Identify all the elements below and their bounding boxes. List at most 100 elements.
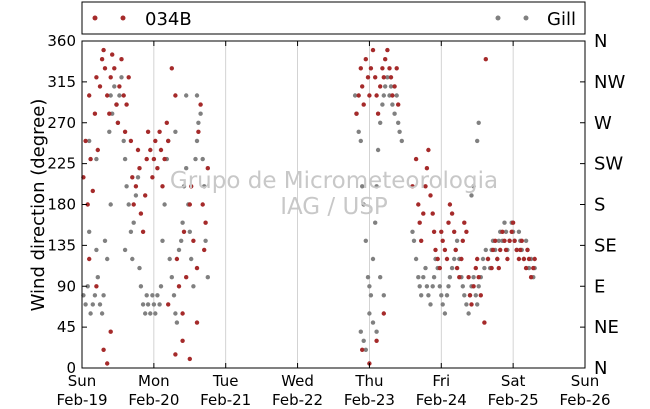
point-034b-105 bbox=[416, 202, 421, 207]
legend-marker-gill bbox=[495, 15, 501, 21]
point-034b-166 bbox=[528, 275, 534, 280]
point-034b-103 bbox=[410, 184, 415, 189]
point-034b-52 bbox=[180, 311, 185, 316]
point-gill-15 bbox=[108, 93, 113, 98]
point-gill-100 bbox=[394, 93, 399, 98]
point-gill-22 bbox=[121, 138, 126, 144]
point-gill-164 bbox=[503, 229, 509, 234]
y-tick-label-0: 0 bbox=[66, 359, 76, 377]
point-gill-101 bbox=[396, 120, 401, 126]
point-gill-77 bbox=[352, 93, 358, 98]
point-034b-3 bbox=[87, 93, 92, 98]
point-034b-96 bbox=[392, 84, 397, 89]
point-034b-124 bbox=[449, 211, 455, 216]
point-034b-13 bbox=[105, 93, 110, 98]
point-gill-2 bbox=[85, 284, 90, 289]
point-034b-159 bbox=[516, 256, 522, 262]
point-034b-151 bbox=[502, 238, 507, 243]
point-034b-140 bbox=[478, 293, 483, 298]
point-gill-10 bbox=[99, 311, 105, 316]
legend-label-gill: Gill bbox=[547, 9, 576, 30]
point-034b-1 bbox=[83, 138, 88, 144]
point-gill-84 bbox=[365, 275, 371, 280]
point-034b-87 bbox=[375, 111, 381, 116]
point-gill-79 bbox=[356, 129, 361, 134]
point-gill-95 bbox=[385, 75, 390, 80]
point-gill-119 bbox=[423, 265, 428, 271]
watermark-line-2: IAG / USP bbox=[280, 194, 388, 220]
x-tick-day-6: Sat bbox=[501, 372, 526, 390]
point-gill-42 bbox=[157, 302, 162, 307]
point-gill-129 bbox=[440, 302, 445, 307]
legend-frame bbox=[81, 1, 586, 35]
point-gill-12 bbox=[102, 238, 108, 243]
point-034b-10 bbox=[99, 57, 105, 62]
point-gill-52 bbox=[174, 320, 180, 325]
point-034b-37 bbox=[148, 147, 153, 153]
point-gill-4 bbox=[88, 311, 93, 316]
y-axis-title: Wind direction (degree) bbox=[28, 99, 49, 312]
point-gill-127 bbox=[437, 284, 442, 289]
point-gill-66 bbox=[200, 156, 205, 162]
point-034b-78 bbox=[360, 84, 365, 89]
point-gill-37 bbox=[148, 311, 153, 316]
point-gill-184 bbox=[476, 120, 481, 126]
point-034b-82 bbox=[367, 93, 372, 98]
point-gill-128 bbox=[439, 293, 444, 298]
x-tick-date-0: Feb-19 bbox=[56, 391, 107, 409]
point-034b-55 bbox=[187, 202, 192, 207]
point-gill-61 bbox=[191, 284, 196, 289]
point-034b-11 bbox=[101, 47, 106, 53]
point-gill-21 bbox=[119, 75, 124, 80]
x-tick-date-2: Feb-21 bbox=[200, 391, 251, 409]
point-034b-104 bbox=[413, 156, 419, 162]
point-gill-64 bbox=[196, 120, 201, 126]
point-gill-3 bbox=[87, 229, 92, 234]
point-034b-86 bbox=[374, 93, 379, 98]
point-gill-45 bbox=[162, 202, 167, 207]
point-034b-2 bbox=[85, 202, 90, 207]
point-034b-133 bbox=[466, 275, 471, 280]
point-034b-129 bbox=[459, 256, 464, 262]
point-034b-112 bbox=[428, 193, 433, 198]
point-gill-50 bbox=[171, 293, 177, 298]
point-gill-181 bbox=[469, 193, 474, 198]
point-gill-137 bbox=[454, 238, 460, 243]
point-034b-20 bbox=[117, 84, 122, 89]
point-gill-141 bbox=[462, 293, 467, 298]
point-gill-133 bbox=[447, 275, 453, 280]
point-034b-93 bbox=[387, 66, 392, 71]
point-034b-137 bbox=[473, 265, 478, 271]
point-034b-6 bbox=[92, 111, 98, 116]
point-gill-5 bbox=[90, 302, 96, 307]
point-gill-175 bbox=[523, 238, 529, 243]
point-034b-12 bbox=[102, 66, 108, 71]
point-gill-55 bbox=[180, 220, 185, 225]
point-gill-82 bbox=[361, 202, 366, 207]
point-034b-70 bbox=[187, 356, 192, 362]
point-034b-83 bbox=[368, 66, 374, 71]
point-gill-41 bbox=[155, 293, 160, 298]
point-034b-81 bbox=[365, 75, 371, 80]
point-gill-97 bbox=[388, 84, 394, 89]
y-tick-label-1: 45 bbox=[57, 318, 76, 336]
point-034b-117 bbox=[437, 265, 442, 271]
point-034b-156 bbox=[510, 220, 516, 225]
point-034b-136 bbox=[471, 284, 476, 289]
compass-label-7: NW bbox=[594, 72, 625, 93]
point-034b-15 bbox=[108, 75, 113, 80]
compass-label-6: W bbox=[594, 113, 612, 134]
watermark-line-1: Grupo de Micrometeorologia bbox=[170, 168, 498, 194]
point-034b-152 bbox=[503, 247, 509, 253]
point-034b-115 bbox=[433, 247, 438, 253]
point-034b-4 bbox=[88, 156, 93, 162]
point-034b-114 bbox=[431, 229, 437, 234]
point-gill-182 bbox=[471, 184, 476, 189]
point-034b-79 bbox=[361, 102, 366, 107]
point-034b-64 bbox=[205, 166, 210, 171]
point-gill-108 bbox=[370, 320, 376, 325]
point-gill-38 bbox=[150, 293, 155, 298]
point-034b-44 bbox=[160, 184, 165, 189]
point-034b-49 bbox=[173, 93, 178, 98]
point-034b-127 bbox=[454, 265, 460, 271]
